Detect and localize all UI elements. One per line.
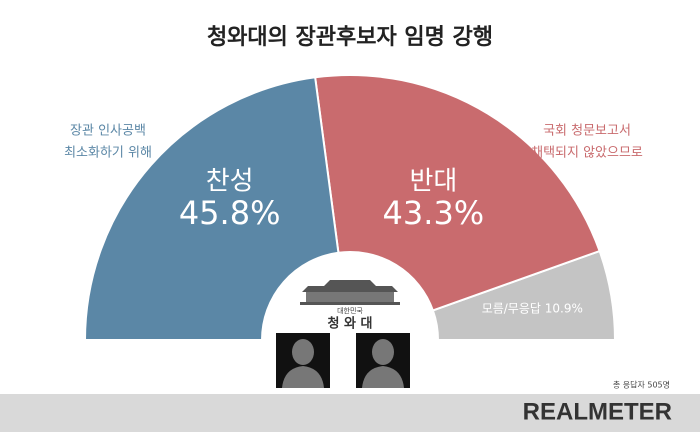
pie-slice xyxy=(314,74,601,312)
source: REALMETER xyxy=(523,398,672,425)
annotation: 채택되지 않았으므로 xyxy=(531,146,643,161)
slice-category: 찬성 xyxy=(206,167,254,197)
portrait xyxy=(276,333,330,388)
slice-category: 모름/무응답 xyxy=(482,301,541,315)
annotation: 국회 청문보고서 xyxy=(543,124,631,139)
annotation: 최소화하기 위해 xyxy=(64,146,152,161)
emblem-name: 청 와 대 xyxy=(328,316,373,332)
slice-value-label: 10.9% xyxy=(545,301,583,315)
slice-value-label: 43.3% xyxy=(383,194,485,232)
slice-value-label: 45.8% xyxy=(179,194,281,232)
slice-category: 반대 xyxy=(409,167,457,197)
note: 총 응답자 505명 xyxy=(613,380,670,390)
portrait xyxy=(356,333,410,388)
pie-slice xyxy=(83,76,340,341)
emblem-caption: 대한민국 xyxy=(337,306,363,315)
annotation: 장관 인사공백 xyxy=(70,124,146,139)
footer-band xyxy=(0,394,700,432)
slice-label: 모름/무응답 10.9% xyxy=(482,301,583,315)
emblem xyxy=(300,280,400,305)
chart-title: 청와대의 장관후보자 임명 강행 xyxy=(207,25,493,50)
pie-slice xyxy=(431,249,617,341)
